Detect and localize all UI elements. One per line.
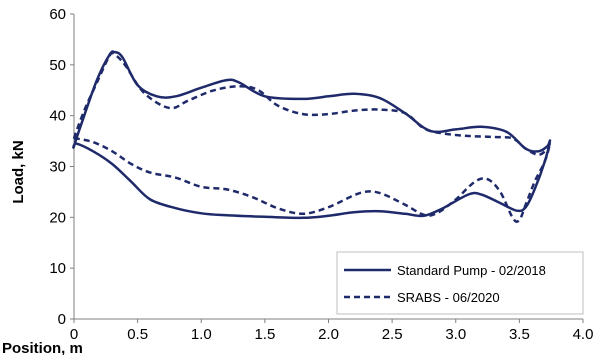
y-tick-label: 60 xyxy=(49,6,66,23)
x-tick-label: 3.0 xyxy=(445,326,466,343)
legend-label-standard-pump: Standard Pump - 02/2018 xyxy=(397,263,546,278)
x-axis-label: Position, m xyxy=(2,340,83,355)
y-tick-label: 30 xyxy=(49,159,66,176)
y-tick-label: 0 xyxy=(58,311,66,328)
x-tick-label: 2.5 xyxy=(382,326,403,343)
legend-box xyxy=(336,251,584,315)
y-tick-label: 10 xyxy=(49,260,66,277)
x-tick-label: 4.0 xyxy=(573,326,594,343)
y-tick-label: 40 xyxy=(49,108,66,125)
legend-label-srabs: SRABS - 06/2020 xyxy=(397,290,500,305)
x-tick-label: 3.5 xyxy=(509,326,530,343)
series-line-srabs xyxy=(72,51,552,223)
x-axis-ticks: 0 0.5 1.0 1.5 2.0 2.5 3.0 3.5 4.0 xyxy=(70,319,594,343)
y-tick-label: 50 xyxy=(49,57,66,74)
y-axis-ticks: 0 10 20 30 40 50 60 xyxy=(49,6,74,328)
x-tick-label: 0 xyxy=(70,326,78,343)
x-tick-label: 1.5 xyxy=(254,326,275,343)
y-tick-label: 20 xyxy=(49,209,66,226)
series-line-standard-pump xyxy=(72,50,552,220)
y-axis-label: Load, kN xyxy=(10,140,27,203)
x-tick-label: 2.0 xyxy=(318,326,339,343)
legend: Standard Pump - 02/2018 SRABS - 06/2020 xyxy=(336,251,584,315)
series-layer xyxy=(72,50,552,223)
x-tick-label: 1.0 xyxy=(191,326,212,343)
x-tick-label: 0.5 xyxy=(127,326,148,343)
